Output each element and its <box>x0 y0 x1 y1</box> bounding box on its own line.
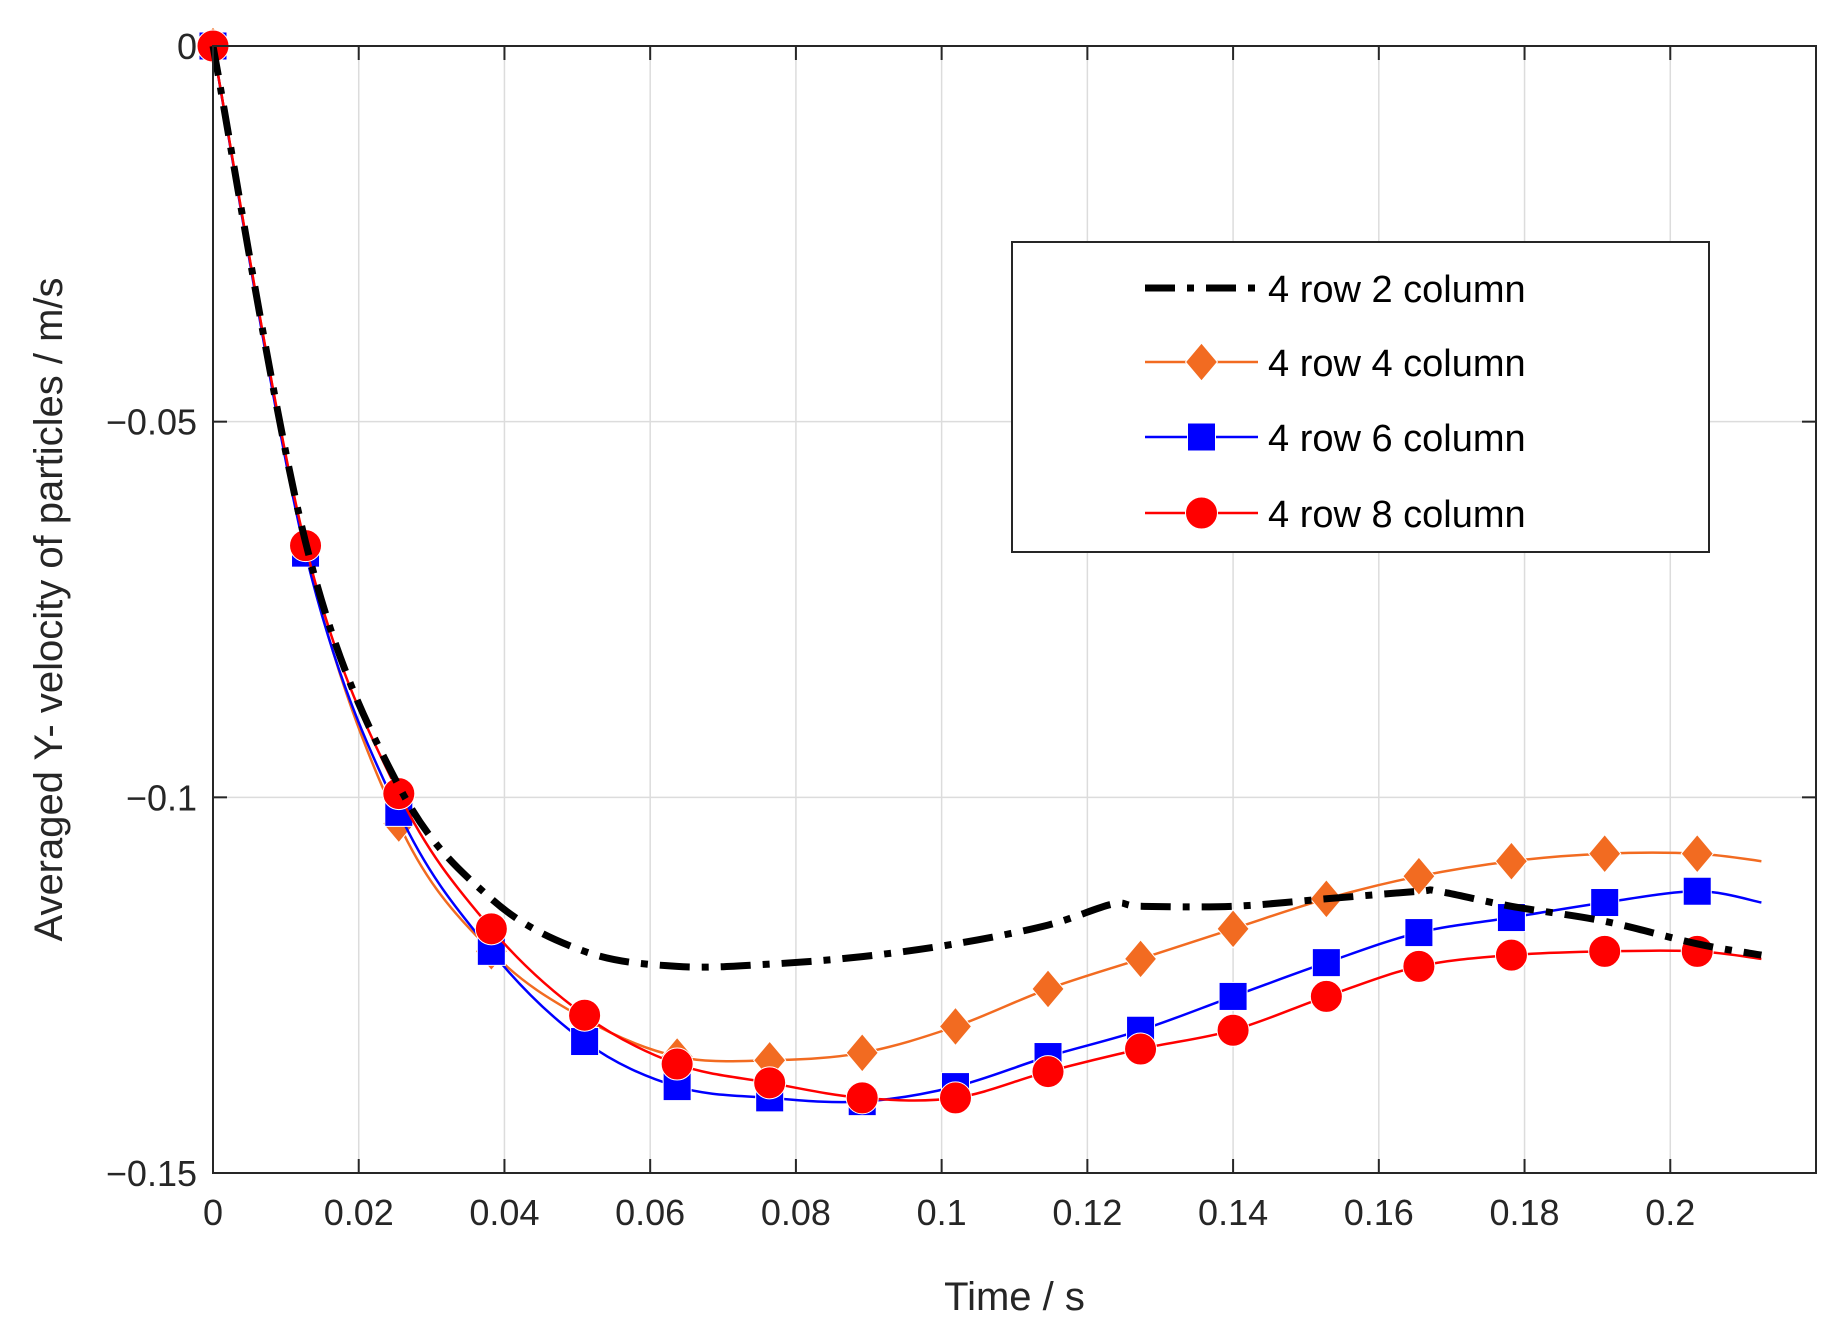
y-tick-label: −0.1 <box>126 777 197 818</box>
legend-box <box>1011 241 1710 553</box>
legend-label: 4 row 6 column <box>1268 418 1526 460</box>
data-point <box>1402 949 1436 983</box>
data-point <box>845 1033 879 1073</box>
y-tick-label: −0.05 <box>106 402 197 443</box>
data-point <box>660 1047 694 1081</box>
x-tick-label: 0.02 <box>324 1192 394 1233</box>
data-point <box>1123 939 1158 979</box>
legend: 4 row 2 column 4 row 4 column 4 row 6 colu… <box>1011 241 1710 553</box>
data-point <box>1031 1055 1065 1089</box>
data-point <box>1031 969 1065 1009</box>
data-point <box>1309 979 1343 1013</box>
plot-frame <box>212 45 1817 1174</box>
x-tick-label: 0.08 <box>761 1192 831 1233</box>
x-tick-label: 0.16 <box>1344 1192 1414 1233</box>
series-line <box>211 45 1762 1102</box>
data-point <box>1311 948 1341 978</box>
data-point <box>1682 876 1712 906</box>
x-tick-label: 0.14 <box>1198 1192 1268 1233</box>
y-tick-label: −0.15 <box>106 1153 197 1194</box>
data-point <box>568 998 602 1032</box>
data-point <box>474 912 508 946</box>
data-point <box>753 1066 787 1100</box>
data-point <box>1124 1032 1158 1066</box>
legend-label: 4 row 8 column <box>1268 494 1526 536</box>
data-point <box>845 1081 879 1115</box>
data-point <box>938 1081 972 1115</box>
series-4-row-2-column <box>209 45 1763 971</box>
legend-marker <box>1184 342 1219 382</box>
legend-label: 4 row 2 column <box>1268 269 1526 311</box>
y-tick-label: 0 <box>177 26 197 67</box>
x-tick-label: 0 <box>203 1192 223 1233</box>
legend-marker <box>1187 422 1216 452</box>
data-point <box>1588 833 1622 874</box>
data-point <box>1216 909 1250 949</box>
x-tick-label: 0.12 <box>1052 1192 1122 1233</box>
x-tick-label: 0.04 <box>469 1192 539 1233</box>
data-point <box>1218 981 1248 1011</box>
axis-ticks: 0 0.02 0.04 0.06 0.08 0.1 0.12 0.14 0.16 0.18 0.2 0… <box>106 26 1816 1233</box>
x-axis-label: Time / s <box>944 1275 1085 1319</box>
series-line <box>211 45 1762 1104</box>
x-tick-label: 0.18 <box>1490 1192 1560 1233</box>
series-4-row-8-column <box>196 29 1762 1115</box>
data-point <box>1588 934 1622 968</box>
data-point <box>1402 856 1436 896</box>
data-point <box>1404 918 1434 948</box>
series-line <box>211 45 1762 1063</box>
series-group <box>196 26 1763 1117</box>
x-tick-label: 0.06 <box>615 1192 685 1233</box>
data-point <box>1494 841 1529 881</box>
legend-marker <box>1185 496 1218 530</box>
data-point <box>1590 888 1620 918</box>
data-point <box>938 1006 973 1047</box>
x-tick-label: 0.2 <box>1645 1192 1695 1233</box>
y-axis-label: Averaged Y- velocity of particles / m/s <box>27 277 71 941</box>
data-point <box>1494 938 1528 972</box>
legend-label: 4 row 4 column <box>1268 343 1526 385</box>
data-point <box>1216 1013 1250 1047</box>
data-point <box>382 777 416 811</box>
data-point <box>1680 833 1714 874</box>
x-tick-label: 0.1 <box>917 1192 967 1233</box>
series-line <box>209 45 1763 971</box>
